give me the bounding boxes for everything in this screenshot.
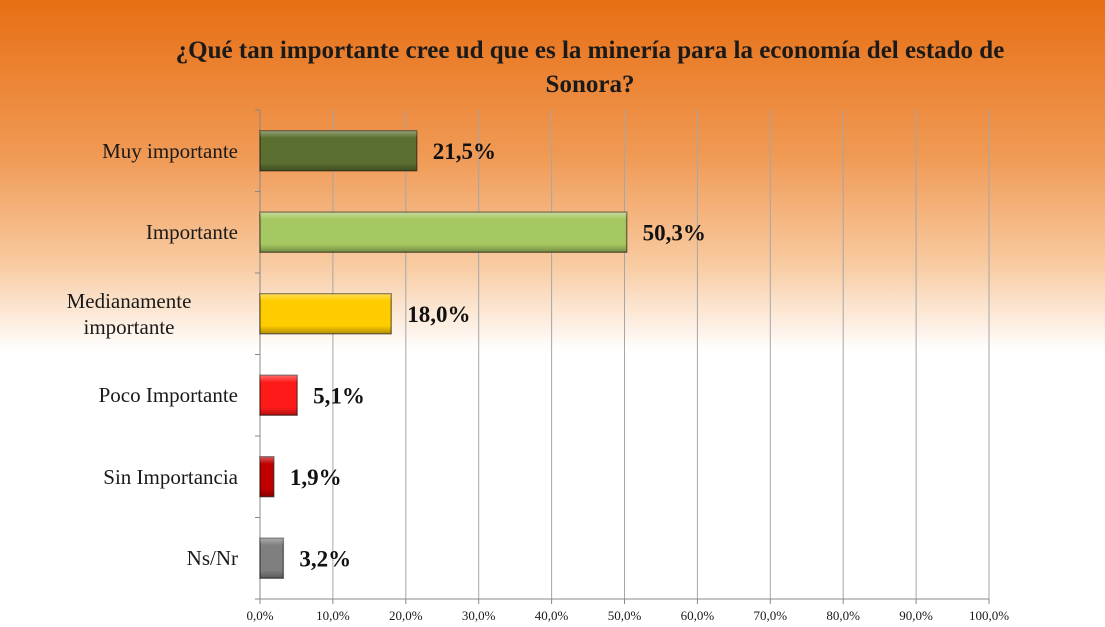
bar-bevel [260, 293, 392, 334]
y-tick-label: Poco Importante [20, 355, 238, 435]
bar-bevel [260, 375, 298, 416]
data-label: 50,3% [643, 221, 706, 246]
bar-bevel [260, 212, 627, 253]
data-label: 21,5% [433, 139, 496, 164]
y-tick-text: Sin Importancia [103, 464, 238, 489]
data-label: 18,0% [407, 302, 470, 327]
chart-title: ¿Qué tan importante cree ud que es la mi… [175, 37, 1005, 98]
x-tick-label: 100,0% [969, 608, 1009, 623]
y-tick-label: Ns/Nr [20, 518, 238, 598]
y-tick-label: Medianamente importante [20, 274, 238, 354]
y-tick-text: Medianamente importante [66, 288, 192, 339]
data-label: 5,1% [313, 384, 365, 409]
x-tick-label: 20,0% [389, 608, 423, 623]
y-tick-label: Importante [20, 192, 238, 272]
x-tick-label: 70,0% [754, 608, 788, 623]
bar-bevel [260, 130, 417, 171]
data-label: 1,9% [290, 465, 342, 490]
x-tick-label: 30,0% [462, 608, 496, 623]
y-tick-label: Muy importante [20, 111, 238, 191]
bar-bevel [260, 456, 274, 497]
x-tick-label: 50,0% [608, 608, 642, 623]
x-tick-label: 10,0% [316, 608, 350, 623]
x-tick-label: 40,0% [535, 608, 569, 623]
bar-bevel [260, 538, 284, 579]
x-tick-label: 90,0% [899, 608, 933, 623]
data-label: 3,2% [299, 547, 351, 572]
y-tick-text: Ns/Nr [186, 546, 238, 571]
y-tick-text: Poco Importante [98, 383, 238, 408]
x-tick-label: 60,0% [681, 608, 715, 623]
x-tick-label: 0,0% [246, 608, 273, 623]
y-tick-text: Importante [145, 220, 238, 245]
x-tick-label: 80,0% [826, 608, 860, 623]
y-tick-text: Muy importante [102, 138, 238, 163]
y-tick-label: Sin Importancia [20, 437, 238, 517]
